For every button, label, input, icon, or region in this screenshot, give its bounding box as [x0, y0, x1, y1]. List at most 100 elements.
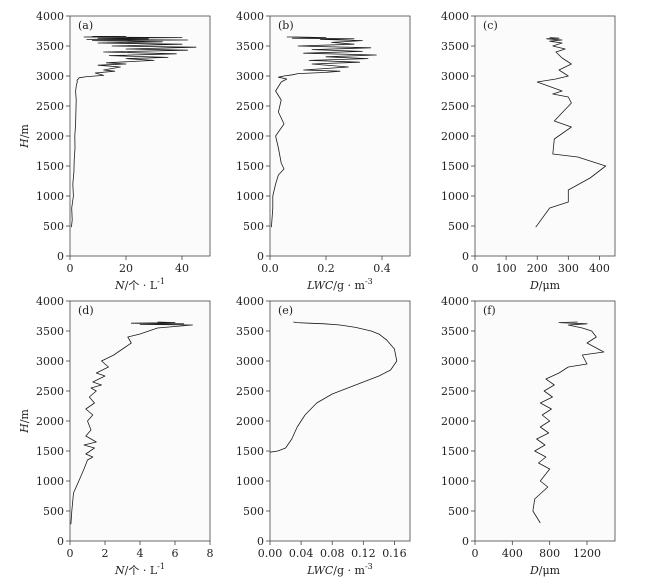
x-axis-unit: /μm: [539, 279, 561, 292]
y-tick-label: 3500: [441, 40, 469, 53]
y-tick-label: 2500: [441, 385, 469, 398]
profile-line: [532, 321, 605, 524]
x-axis-unit: /g · m: [333, 564, 365, 577]
y-tick-label: 3000: [441, 355, 469, 368]
y-tick-label: 4000: [236, 10, 264, 23]
y-tick-label: 500: [43, 505, 64, 518]
y-tick-label: 3500: [236, 325, 264, 338]
panel-label: (a): [78, 19, 93, 32]
x-tick-label: 2: [102, 547, 109, 560]
chart-panel: 0 500 1000 1500 2000 2500 3000 3500 4000 0.0 0.2 0.…: [236, 10, 411, 292]
x-tick-label: 40: [175, 262, 189, 275]
chart-panel: 0 500 1000 1500 2000 2500 3000 3500 4000 0 2 4 6 8 (d)…: [18, 295, 214, 577]
panel-label: (c): [483, 19, 498, 32]
y-tick-label: 1500: [236, 160, 264, 173]
y-tick-label: 2500: [236, 385, 264, 398]
x-tick-label: 800: [539, 547, 560, 560]
profile-line: [70, 321, 193, 525]
x-axis-variable: LWC: [306, 279, 334, 292]
y-tick-label: 3500: [36, 40, 64, 53]
x-tick-label: 0.2: [317, 262, 335, 275]
x-tick-label: 1200: [573, 547, 601, 560]
x-tick-label: 0.12: [351, 547, 376, 560]
y-tick-label: 500: [448, 505, 469, 518]
y-tick-label: 2000: [36, 130, 64, 143]
x-tick-label: 200: [527, 262, 548, 275]
panel-label: (d): [78, 304, 94, 317]
y-tick-label: 2000: [236, 130, 264, 143]
profile-line: [271, 36, 377, 228]
panel-label: (b): [278, 19, 294, 32]
x-tick-label: 0: [472, 262, 479, 275]
y-tick-label: 0: [257, 250, 264, 263]
y-tick-label: 1000: [236, 475, 264, 488]
x-axis-title: N/个 · L-1: [114, 277, 165, 292]
profile-line: [71, 36, 197, 228]
y-tick-label: 3000: [236, 70, 264, 83]
x-tick-label: 0.04: [289, 547, 314, 560]
x-axis-title: LWC/g · m-3: [306, 277, 373, 292]
profile-line: [535, 37, 607, 228]
y-tick-label: 500: [243, 505, 264, 518]
y-tick-label: 1000: [36, 190, 64, 203]
y-axis-variable: H: [18, 423, 31, 434]
y-tick-label: 4000: [36, 295, 64, 308]
y-tick-label: 3000: [36, 70, 64, 83]
x-tick-label: 20: [119, 262, 133, 275]
y-tick-label: 4000: [36, 10, 64, 23]
x-axis-unit-exponent: -1: [157, 562, 165, 571]
x-tick-label: 0: [67, 547, 74, 560]
x-axis-variable: D: [529, 564, 539, 577]
y-tick-label: 2500: [236, 100, 264, 113]
x-tick-label: 0: [472, 547, 479, 560]
y-tick-label: 3500: [236, 40, 264, 53]
y-tick-label: 1000: [441, 475, 469, 488]
plot-area: [474, 15, 616, 257]
plot-area: [474, 300, 616, 542]
y-tick-label: 1000: [441, 190, 469, 203]
y-axis-unit: /m: [18, 409, 31, 424]
x-tick-label: 400: [589, 262, 610, 275]
y-tick-label: 1500: [441, 160, 469, 173]
y-tick-label: 2000: [441, 130, 469, 143]
y-tick-label: 3500: [36, 325, 64, 338]
x-tick-label: 100: [496, 262, 517, 275]
x-axis-unit-exponent: -3: [365, 562, 373, 571]
x-axis-title: D/μm: [529, 564, 561, 577]
x-tick-label: 4: [137, 547, 144, 560]
x-axis-unit: /μm: [539, 564, 561, 577]
y-tick-label: 3000: [36, 355, 64, 368]
x-axis-unit: /个 · L: [125, 279, 158, 292]
y-tick-label: 0: [462, 535, 469, 548]
x-axis-unit: /个 · L: [125, 564, 158, 577]
x-axis-variable: D: [529, 279, 539, 292]
y-tick-label: 2000: [236, 415, 264, 428]
plot-area: [69, 15, 211, 257]
chart-panel: 0 500 1000 1500 2000 2500 3000 3500 4000 0 400 800 1…: [441, 295, 616, 577]
y-tick-label: 0: [57, 250, 64, 263]
x-tick-label: 0.0: [261, 262, 279, 275]
y-tick-label: 1000: [236, 190, 264, 203]
plot-area: [269, 300, 411, 542]
x-tick-label: 0: [67, 262, 74, 275]
y-tick-label: 1500: [36, 445, 64, 458]
y-tick-label: 2000: [441, 415, 469, 428]
x-axis-variable: N: [114, 564, 125, 577]
y-axis-variable: H: [18, 138, 31, 149]
y-tick-label: 4000: [236, 295, 264, 308]
x-axis-unit-exponent: -3: [365, 277, 373, 286]
y-tick-label: 1000: [36, 475, 64, 488]
x-axis-title: LWC/g · m-3: [306, 562, 373, 577]
x-tick-label: 400: [502, 547, 523, 560]
x-axis-title: D/μm: [529, 279, 561, 292]
chart-panel: 0 500 1000 1500 2000 2500 3000 3500 4000 0 20 40 (a)…: [18, 10, 211, 292]
y-tick-label: 4000: [441, 295, 469, 308]
x-axis-unit: /g · m: [333, 279, 365, 292]
x-tick-label: 8: [207, 547, 214, 560]
y-tick-label: 2500: [441, 100, 469, 113]
x-tick-label: 0.16: [382, 547, 407, 560]
y-tick-label: 500: [243, 220, 264, 233]
y-tick-label: 500: [43, 220, 64, 233]
x-tick-label: 0.4: [373, 262, 391, 275]
y-tick-label: 3500: [441, 325, 469, 338]
